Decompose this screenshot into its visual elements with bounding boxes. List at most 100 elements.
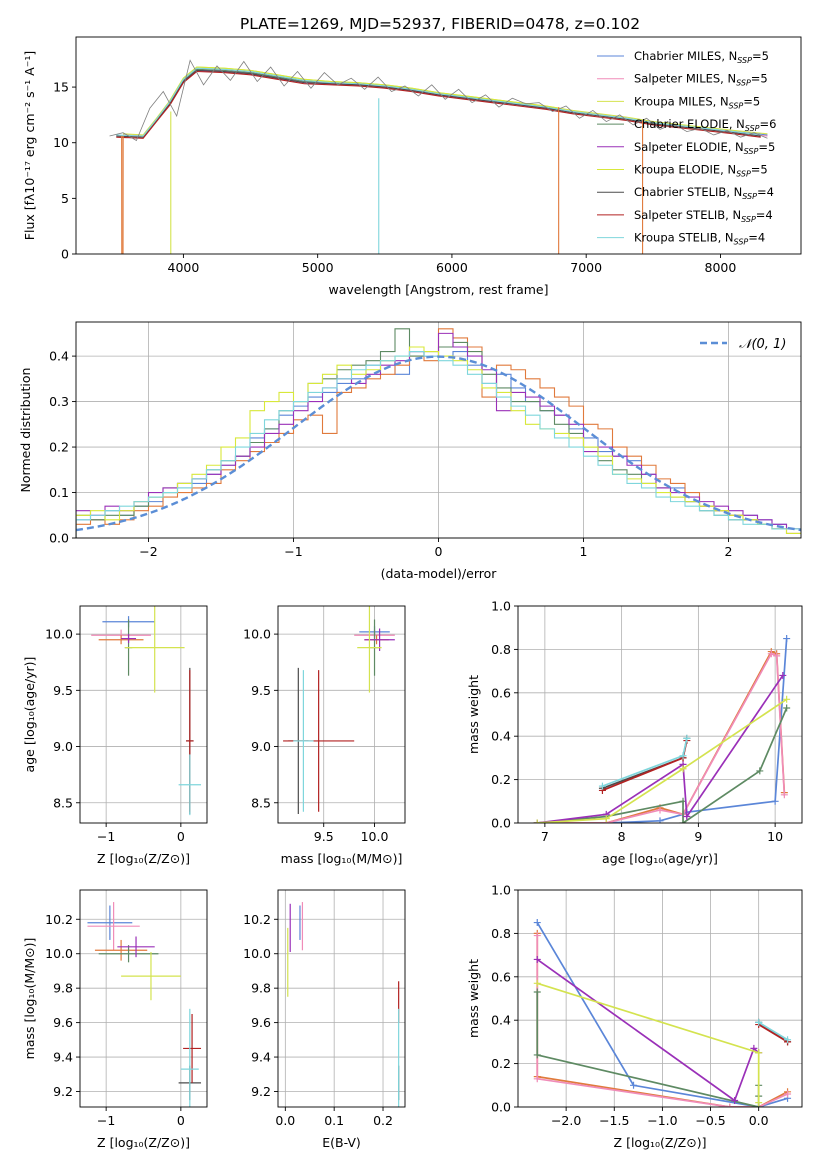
tick-label-x: 0 [177, 829, 185, 844]
panel-spectrum: Chabrier MILES, NSSP=5 Salpeter MILES, NS… [22, 36, 802, 297]
tick-label-x: 4000 [168, 260, 200, 275]
histogram-bar [76, 346, 801, 538]
tick-label-y: 1.0 [491, 883, 511, 898]
weight-marker [767, 650, 775, 658]
axis-label-x: E(B-V) [322, 1135, 361, 1150]
weight-line [537, 707, 788, 823]
weight-marker [533, 955, 541, 963]
legend-subscript: SSP [736, 79, 751, 88]
tick-label-y: 0.6 [491, 685, 511, 700]
legend-entry: Chabrier STELIB, NSSP=4 [634, 185, 774, 201]
legend-subscript: SSP [729, 101, 744, 110]
tick-label-x: 10.0 [361, 829, 389, 844]
legend-value: =5 [758, 140, 775, 154]
legend-entry: Chabrier MILES, NSSP=5 [634, 49, 769, 65]
weight-marker [679, 819, 687, 823]
axis-label-y: mass weight [466, 675, 481, 754]
figure-title: PLATE=1269, MJD=52937, FIBERID=0478, z=0… [240, 15, 640, 33]
legend-subscript: SSP [734, 238, 749, 247]
weight-line [758, 1023, 788, 1043]
tick-label-y: 15 [53, 80, 69, 95]
legend-entry: 𝒩(0, 1) [739, 337, 786, 352]
tick-label-x: 7000 [570, 260, 602, 275]
weight-marker [533, 932, 541, 940]
weight-marker [683, 812, 691, 820]
weight-marker [771, 797, 779, 805]
legend-value: =4 [757, 185, 774, 199]
tick-label-x: 10 [767, 829, 783, 844]
tick-label-y: 10.0 [45, 627, 73, 642]
tick-label-x: −1 [97, 1113, 115, 1128]
panel-weight_vs_age: 7 8 9 10 0.0 0.2 0.4 0.6 0.8 1.0 age [log₁₀(age/yr… [466, 599, 803, 866]
weight-line [536, 922, 788, 1107]
weight-marker [773, 652, 781, 660]
tick-label-y: 0.6 [491, 969, 511, 984]
tick-label-x: 6000 [436, 260, 468, 275]
legend-subscript: SSP [744, 147, 759, 156]
tick-label-y: 0.2 [491, 1056, 511, 1071]
legend-entry: Chabrier ELODIE, NSSP=6 [634, 117, 776, 133]
tick-label-y: 1.0 [491, 599, 511, 614]
tick-label-y: 5 [61, 191, 69, 206]
normal-curve [76, 355, 801, 532]
panel-residuals: 𝒩(0, 1) −2 −1 0 1 2 0.0 0.1 0.2 0.3 0.4 (data-model… [18, 321, 802, 581]
tick-label-x: −2 [139, 544, 157, 559]
tick-label-y: 10.0 [243, 627, 271, 642]
tick-label-y: 0.3 [49, 394, 69, 409]
legend-value: =5 [751, 163, 768, 177]
legend-value: =5 [751, 72, 768, 86]
plot-area-mass_vs_Z [87, 902, 202, 1107]
weight-marker [783, 695, 791, 703]
plot-area-spectrum [109, 59, 768, 254]
tick-label-y: 9.4 [251, 1050, 271, 1065]
weight-marker [656, 806, 664, 814]
axis-label-x: (data-model)/error [381, 566, 498, 581]
legend-entry: Salpeter ELODIE, NSSP=5 [634, 140, 775, 156]
weight-marker [779, 671, 787, 679]
tick-label-y: 9.0 [53, 739, 73, 754]
axis-label-x: mass [log₁₀(M/M⊙)] [281, 851, 403, 866]
weight-marker [679, 752, 687, 760]
tick-label-x: 8000 [705, 260, 737, 275]
tick-label-y: 0.8 [491, 642, 511, 657]
histogram-bar [76, 351, 801, 538]
tick-label-y: 0.4 [49, 349, 69, 364]
legend-subscript: SSP [741, 215, 756, 224]
legend: Chabrier MILES, NSSP=5 Salpeter MILES, NS… [597, 49, 776, 247]
weight-marker [533, 1051, 541, 1059]
tick-label-y: 9.5 [251, 683, 271, 698]
tick-label-y: 10.2 [243, 912, 271, 927]
axes-frame [75, 36, 802, 255]
panel-age_vs_Z: −1 0 8.5 9.0 9.5 10.0 Z [log₁₀(Z/Z⊙)] age [log₁… [22, 605, 208, 866]
weight-marker [533, 1075, 541, 1083]
spectrum-line [109, 59, 768, 142]
tick-label-y: 9.2 [251, 1084, 271, 1099]
plot-area-mass_vs_EBV [287, 902, 400, 1107]
panel-mass_vs_EBV: 0.0 0.1 0.2 9.2 9.4 9.6 9.8 10.0 10.2 E(B-V) [243, 889, 406, 1150]
tick-label-x: 9.5 [314, 829, 334, 844]
legend-subscript: SSP [745, 124, 760, 133]
tick-label-y: 10.0 [45, 946, 73, 961]
legend-subscript: SSP [736, 170, 751, 179]
axis-label-y: age [log₁₀(age/yr)] [22, 657, 37, 773]
plot-area-weight_vs_Z [533, 919, 792, 1107]
axis-label-y: Normed distribution [18, 368, 33, 493]
axes-frame [79, 605, 208, 824]
plot-area-residuals [76, 328, 801, 538]
legend-value: =5 [743, 94, 760, 108]
plot-area-age_vs_mass [283, 606, 395, 815]
axis-label-x: wavelength [Angstrom, rest frame] [328, 282, 548, 297]
axis-label-y: Flux [fλ10⁻¹⁷ erg cm⁻² s⁻¹ A⁻¹] [22, 51, 37, 240]
panel-mass_vs_Z: −1 0 9.2 9.4 9.6 9.8 10.0 10.2 Z [log₁₀(Z/Z⊙)] ma… [22, 889, 208, 1150]
tick-label-y: 10.0 [243, 946, 271, 961]
tick-label-x: −1 [284, 544, 302, 559]
tick-label-x: 0.0 [749, 1113, 769, 1128]
tick-label-x: 9 [694, 829, 702, 844]
tick-label-x: 0 [177, 1113, 185, 1128]
legend-value: =6 [760, 117, 777, 131]
tick-label-y: 9.8 [251, 981, 271, 996]
axis-label-y: mass weight [466, 959, 481, 1038]
tick-label-x: 0.1 [324, 1113, 344, 1128]
tick-label-x: 7 [541, 829, 549, 844]
